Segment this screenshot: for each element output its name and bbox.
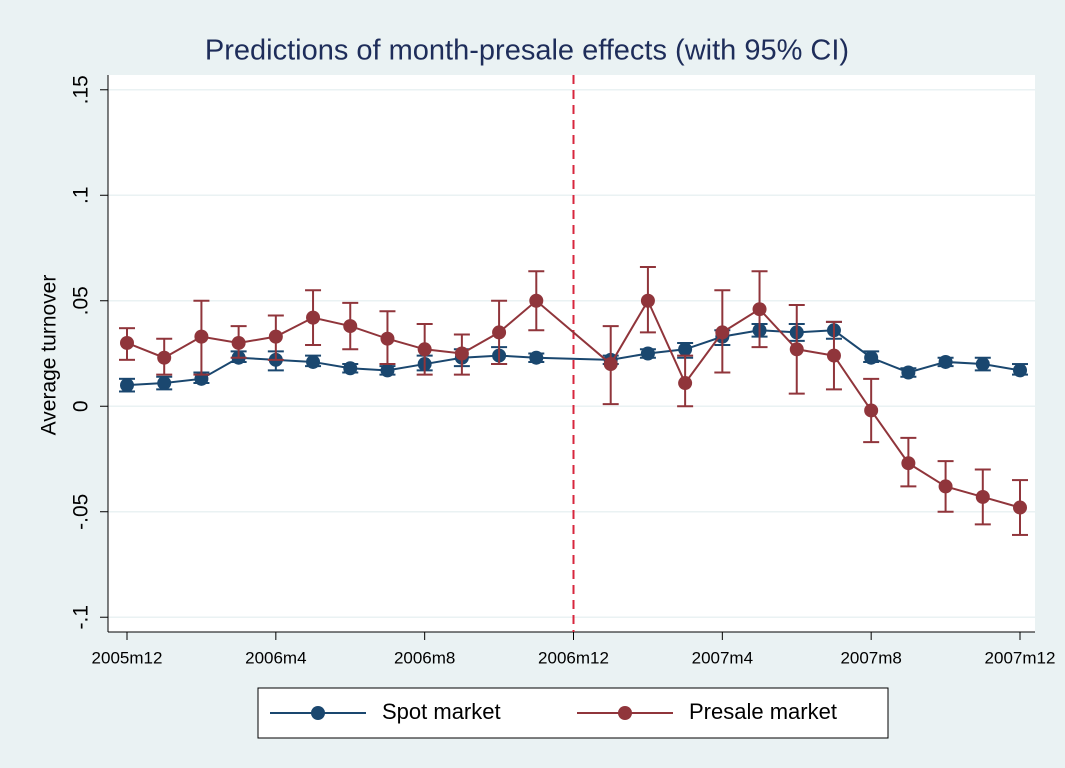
marker (157, 376, 172, 391)
marker (864, 350, 879, 365)
y-tick-label: 0 (70, 400, 93, 412)
marker (343, 319, 358, 334)
marker (789, 342, 804, 357)
x-tick-label: 2006m12 (538, 648, 609, 667)
marker (529, 350, 544, 365)
plot-area (108, 75, 1035, 632)
marker (1013, 363, 1027, 378)
marker (678, 342, 693, 357)
x-tick-label: 2005m12 (92, 648, 163, 667)
y-tick-label: .05 (70, 286, 93, 315)
marker (901, 456, 916, 471)
marker (864, 403, 879, 418)
legend-label: Spot market (382, 699, 501, 724)
marker (603, 357, 618, 372)
marker (157, 350, 172, 365)
x-tick-label: 2006m8 (394, 648, 455, 667)
marker (1013, 500, 1027, 515)
marker (417, 342, 432, 357)
legend-label: Presale market (689, 699, 837, 724)
legend-marker (618, 706, 632, 720)
marker (120, 378, 134, 393)
marker (752, 302, 767, 317)
marker (715, 325, 730, 340)
marker (678, 376, 693, 391)
marker (306, 310, 321, 325)
marker (454, 346, 469, 361)
marker (640, 293, 655, 308)
marker (343, 361, 358, 376)
x-tick-label: 2006m4 (245, 648, 306, 667)
marker (120, 335, 134, 350)
y-tick-label: .15 (70, 75, 93, 104)
marker (826, 348, 841, 363)
marker (975, 489, 990, 504)
marker (938, 354, 953, 369)
chart-title: Predictions of month-presale effects (wi… (205, 35, 849, 67)
marker (380, 331, 395, 346)
marker (901, 365, 916, 380)
marker (268, 329, 283, 344)
marker (194, 329, 209, 344)
x-tick-label: 2007m8 (840, 648, 901, 667)
y-tick-label: .1 (70, 187, 93, 205)
marker (938, 479, 953, 494)
x-tick-label: 2007m4 (692, 648, 753, 667)
legend-marker (311, 706, 325, 720)
y-axis-label: Average turnover (38, 275, 61, 436)
marker (492, 325, 507, 340)
marker (380, 363, 395, 378)
marker (231, 335, 246, 350)
y-tick-label: -.1 (70, 605, 93, 630)
y-tick-label: -.05 (70, 494, 93, 530)
x-tick-label: 2007m12 (985, 648, 1056, 667)
marker (640, 346, 655, 361)
marker (529, 293, 544, 308)
marker (975, 357, 990, 372)
marker (306, 354, 321, 369)
